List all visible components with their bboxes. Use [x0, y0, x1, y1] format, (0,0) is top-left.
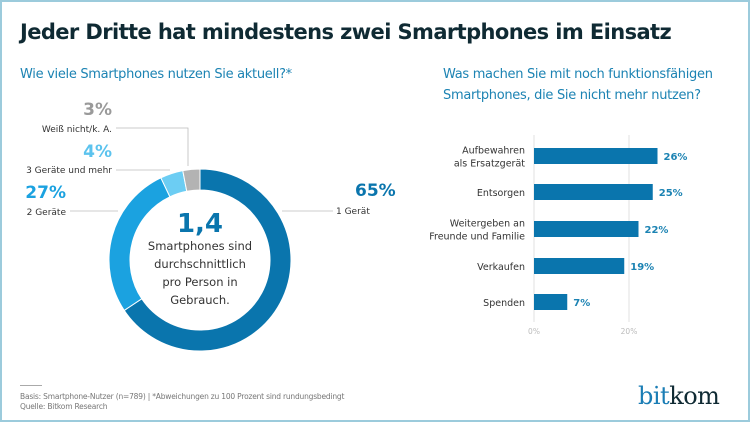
slice-value-label: 65%: [355, 181, 396, 201]
logo-part: bit: [638, 382, 670, 410]
leader-line: [116, 127, 189, 166]
page-title: Jeder Dritte hat mindestens zwei Smartph…: [20, 20, 672, 44]
donut-center-text: pro Person in: [162, 275, 237, 289]
bar-category-label: Aufbewahren: [462, 146, 525, 157]
bar-value-label: 26%: [664, 152, 688, 163]
donut-chart-title: Wie viele Smartphones nutzen Sie aktuell…: [20, 67, 292, 82]
bitkom-logo: bitkom: [638, 382, 720, 410]
slice-value-label: 27%: [25, 183, 66, 203]
bar-chart-title: Was machen Sie mit noch funktionsfähigen…: [443, 67, 713, 103]
slice-category-label: 2 Geräte: [27, 208, 67, 218]
bar: [534, 294, 568, 310]
donut-center-text: durchschnittlich: [154, 257, 246, 271]
slice-category-label: 1 Gerät: [336, 207, 370, 217]
footer: Basis: Smartphone-Nutzer (n=789) | *Abwe…: [20, 392, 344, 412]
slice-value-label: 4%: [83, 142, 112, 162]
footer-source: Quelle: Bitkom Research: [20, 402, 108, 411]
slice-category-label: Weiß nicht/k. A.: [42, 125, 112, 135]
logo-part: kom: [669, 382, 720, 410]
bar: [534, 258, 625, 274]
donut-slice: [182, 168, 201, 192]
bar: [534, 221, 639, 237]
bar-category-label: Spenden: [483, 298, 525, 309]
donut-center-text: Smartphones sind: [148, 239, 252, 253]
bar-value-label: 25%: [659, 188, 683, 199]
footer-rule: [20, 385, 42, 386]
slice-value-label: 3%: [83, 100, 112, 120]
bar-category-label: Freunde und Familie: [429, 232, 525, 243]
bar: [534, 148, 658, 164]
donut-center-text: Gebrauch.: [170, 293, 230, 307]
donut-center-value: 1,4: [177, 209, 223, 239]
x-tick-label: 0%: [528, 327, 540, 336]
bar-value-label: 22%: [645, 225, 669, 236]
bar-category-label: Entsorgen: [477, 188, 525, 199]
bar-value-label: 19%: [630, 262, 654, 273]
bar-value-label: 7%: [573, 298, 590, 309]
bar-category-label: Verkaufen: [477, 262, 525, 273]
bar-category-label: als Ersatzgerät: [454, 159, 525, 170]
slice-category-label: 3 Geräte und mehr: [26, 166, 112, 176]
bar-category-label: Weitergeben an: [450, 219, 525, 230]
bar: [534, 184, 653, 200]
footer-basis: Basis: Smartphone-Nutzer (n=789) | *Abwe…: [20, 392, 345, 401]
donut-slice: [123, 168, 292, 352]
x-tick-label: 20%: [621, 327, 638, 336]
